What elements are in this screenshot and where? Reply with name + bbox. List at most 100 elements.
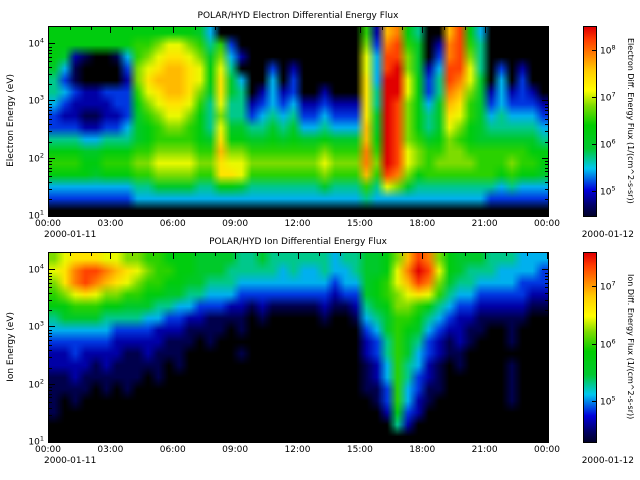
y-minor-tick (49, 387, 52, 389)
y-major-tick (49, 215, 55, 216)
spectrogram-plot (48, 252, 549, 443)
x-tick-label: 06:00 (159, 445, 186, 455)
y-minor-tick (545, 407, 548, 409)
spectrogram-plot (48, 26, 549, 217)
y-minor-tick (545, 387, 548, 389)
y-minor-tick (545, 175, 548, 177)
x-minor-tick (402, 213, 404, 216)
x-major-tick (172, 210, 174, 216)
x-minor-tick (152, 27, 154, 30)
x-tick-label: 12:00 (284, 445, 311, 455)
y-minor-tick (49, 164, 52, 166)
y-minor-tick (49, 61, 52, 63)
y-minor-tick (49, 107, 52, 109)
y-minor-tick (545, 46, 548, 48)
x-major-tick (48, 27, 49, 33)
colorbar-tick-label: 105 (600, 394, 616, 408)
panel-title: POLAR/HYD Electron Differential Energy F… (197, 11, 399, 21)
end-date-label: 2000-01-12 (581, 456, 634, 466)
colorbar-tick (592, 144, 596, 146)
colorbar-label-text: Ion Diff. Energy Flux (1/(cm^2-s-sr)) (626, 273, 635, 420)
x-minor-tick (90, 439, 92, 442)
x-minor-tick (340, 439, 342, 442)
x-minor-tick (402, 27, 404, 30)
y-minor-tick (49, 118, 52, 120)
x-tick-label: 03:00 (97, 445, 124, 455)
x-minor-tick (319, 253, 321, 256)
y-minor-tick (49, 53, 52, 55)
y-major-tick (49, 157, 55, 159)
y-major-tick (542, 215, 548, 216)
y-minor-tick (545, 107, 548, 109)
colorbar-label: Electron Diff. Energy Flux (1/(cm^2-s-sr… (623, 26, 638, 215)
x-major-tick (172, 436, 174, 442)
y-major-tick (49, 326, 55, 328)
y-minor-tick (49, 336, 52, 338)
y-minor-tick (545, 53, 548, 55)
y-minor-tick (545, 167, 548, 169)
x-major-tick (547, 210, 548, 216)
colorbar-tick (592, 400, 596, 402)
electron-flux-panel: POLAR/HYD Electron Differential Energy F… (6, 11, 638, 240)
ion-flux-panel: POLAR/HYD Ion Differential Energy Flux I… (0, 226, 640, 466)
x-minor-tick (194, 213, 196, 216)
colorbar-tick-label: 107 (600, 279, 616, 293)
y-tick-label: 101 (28, 434, 44, 448)
start-date-label: 2000-01-11 (44, 230, 97, 240)
x-minor-tick (277, 27, 279, 30)
y-minor-tick (545, 84, 548, 86)
y-minor-tick (545, 414, 548, 416)
y-major-tick (542, 269, 548, 271)
y-minor-tick (49, 293, 52, 295)
x-minor-tick (152, 253, 154, 256)
x-major-tick (48, 210, 49, 216)
x-major-tick (110, 253, 112, 259)
y-minor-tick (545, 141, 548, 143)
y-minor-tick (545, 171, 548, 173)
x-minor-tick (194, 27, 196, 30)
y-tick-label: 104 (28, 36, 44, 50)
y-minor-tick (545, 310, 548, 312)
x-major-tick (110, 210, 112, 216)
colorbar (583, 26, 597, 217)
y-tick-label: 103 (28, 319, 44, 333)
x-minor-tick (132, 439, 134, 442)
colorbar (583, 252, 597, 443)
x-major-tick (547, 27, 548, 33)
end-date-label: 2000-01-12 (581, 230, 634, 240)
x-minor-tick (215, 27, 217, 30)
x-minor-tick (319, 27, 321, 30)
y-major-tick (49, 43, 55, 45)
y-minor-tick (49, 114, 52, 116)
y-minor-tick (545, 110, 548, 112)
x-major-tick (48, 436, 49, 442)
x-major-tick (297, 436, 299, 442)
colorbar-tick (592, 96, 596, 98)
y-minor-tick (545, 114, 548, 116)
x-minor-tick (132, 213, 134, 216)
x-tick-label: 00:00 (35, 445, 61, 455)
y-tick-label: 103 (28, 93, 44, 107)
x-minor-tick (90, 27, 92, 30)
y-minor-tick (49, 407, 52, 409)
x-tick-label: 21:00 (471, 445, 498, 455)
x-major-tick (297, 210, 299, 216)
colorbar-tick (592, 49, 596, 51)
colorbar-tick-label: 106 (600, 137, 616, 151)
x-minor-tick (464, 213, 466, 216)
y-minor-tick (49, 104, 52, 106)
colorbar-tick-label: 105 (600, 184, 616, 198)
x-minor-tick (215, 213, 217, 216)
x-major-tick (48, 253, 49, 259)
y-minor-tick (49, 49, 52, 51)
x-minor-tick (277, 253, 279, 256)
colorbar-tick (592, 343, 596, 345)
y-minor-tick (545, 279, 548, 281)
y-minor-tick (545, 367, 548, 369)
x-tick-labels: 00:00 03:00 06:00 09:00 12:00 15:00 18:00 21:00… (35, 445, 560, 456)
y-minor-tick (49, 110, 52, 112)
y-minor-tick (49, 175, 52, 177)
x-major-tick (359, 27, 361, 33)
y-minor-tick (545, 131, 548, 133)
colorbar-label: Ion Diff. Energy Flux (1/(cm^2-s-sr)) (623, 252, 638, 441)
